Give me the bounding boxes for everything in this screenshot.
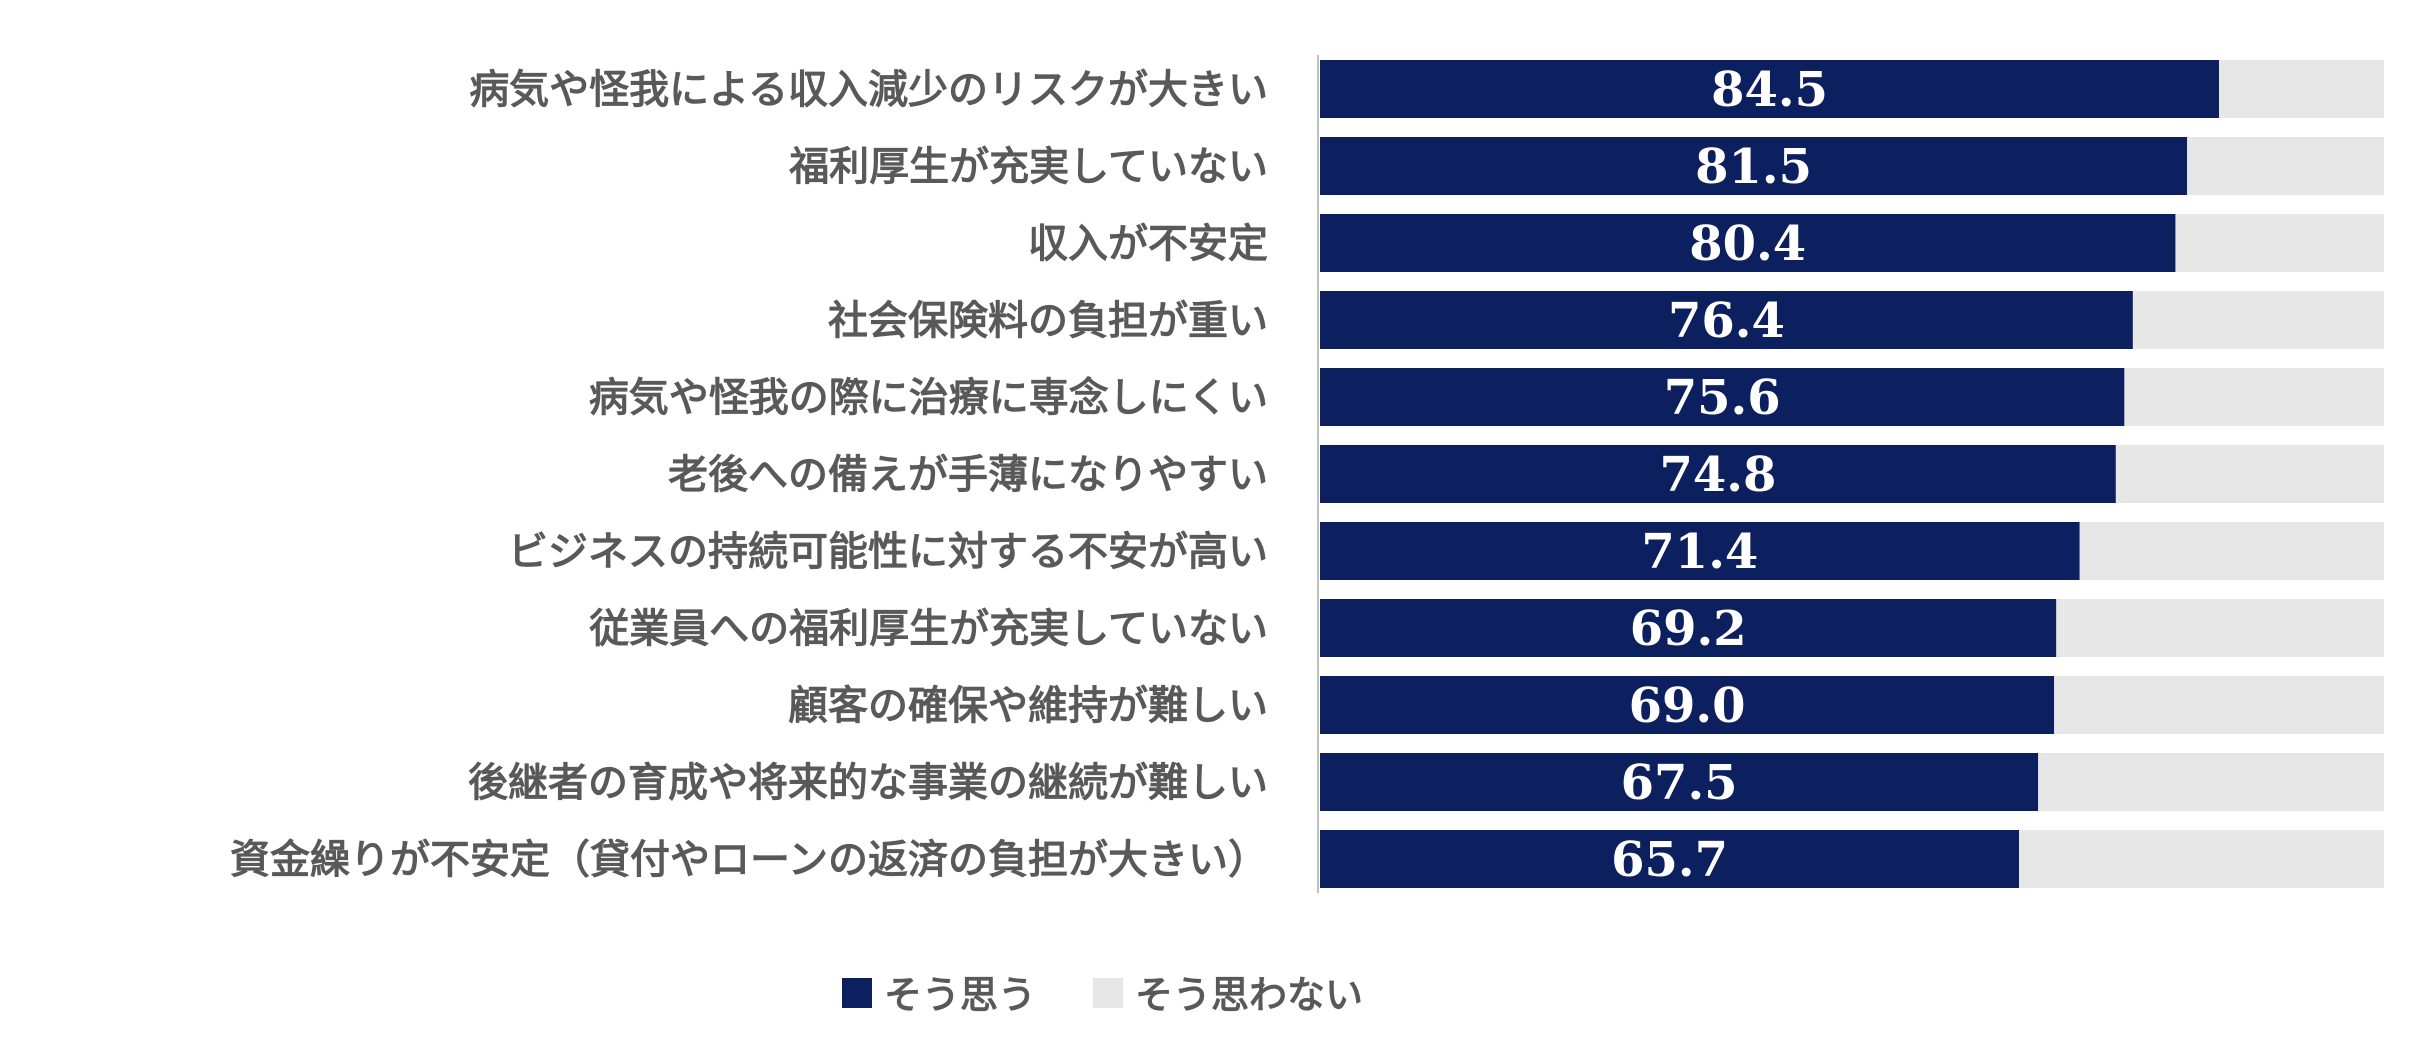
bars-group [1320, 60, 2384, 888]
bar-disagree-7 [2079, 522, 2384, 580]
legend-label-series-2: そう思わない [1135, 973, 1363, 1017]
bar-disagree-9 [2054, 676, 2384, 734]
bar-disagree-1 [2219, 60, 2384, 118]
value-labels-group: 84.5 81.5 80.4 76.4 75.6 74.8 71.4 69.2 69.0 67.5… [1611, 62, 1828, 888]
value-label-1: 84.5 [1711, 62, 1828, 118]
category-label-4: 社会保険料の負担が重い [828, 298, 1268, 344]
bar-agree-1 [1320, 60, 2220, 118]
category-label-3: 収入が不安定 [1028, 221, 1268, 267]
value-label-4: 76.4 [1668, 293, 1785, 349]
bar-agree-10 [1320, 753, 2039, 811]
value-label-7: 71.4 [1641, 524, 1758, 580]
value-label-3: 80.4 [1689, 216, 1806, 272]
bar-agree-8 [1320, 599, 2057, 657]
bar-agree-4 [1320, 291, 2133, 349]
category-label-2: 福利厚生が充実していない [788, 144, 1268, 190]
category-label-5: 病気や怪我の際に治療に専念しにくい [589, 375, 1268, 421]
value-label-5: 75.6 [1664, 370, 1781, 426]
bar-disagree-5 [2124, 368, 2384, 426]
value-label-2: 81.5 [1695, 139, 1812, 195]
value-label-6: 74.8 [1659, 447, 1776, 503]
category-label-11: 資金繰りが不安定（貸付やローンの返済の負担が大きい） [230, 837, 1268, 883]
bar-disagree-10 [2038, 753, 2384, 811]
legend-swatch-series-2 [1093, 978, 1123, 1008]
bar-agree-6 [1320, 445, 2116, 503]
category-label-6: 老後への備えが手薄になりやすい [668, 452, 1268, 498]
value-label-8: 69.2 [1630, 601, 1747, 657]
bar-disagree-6 [2115, 445, 2384, 503]
value-label-9: 69.0 [1629, 678, 1746, 734]
bar-agree-3 [1320, 214, 2176, 272]
category-label-9: 顧客の確保や維持が難しい [788, 683, 1268, 729]
bar-agree-11 [1320, 830, 2020, 888]
bar-disagree-4 [2132, 291, 2384, 349]
bar-agree-7 [1320, 522, 2080, 580]
legend-swatch-series-1 [842, 978, 872, 1008]
legend: そう思う そう思わない [842, 973, 1363, 1017]
category-label-7: ビジネスの持続可能性に対する不安が高い [508, 529, 1268, 575]
bar-disagree-11 [2019, 830, 2384, 888]
bar-disagree-2 [2187, 137, 2384, 195]
category-label-8: 従業員への福利厚生が充実していない [588, 606, 1268, 652]
category-label-10: 後継者の育成や将来的な事業の継続が難しい [468, 760, 1268, 806]
value-label-11: 65.7 [1611, 832, 1728, 888]
category-labels-group: 病気や怪我による収入減少のリスクが大きい福利厚生が充実していない収入が不安定社会… [230, 67, 1268, 883]
bar-disagree-8 [2056, 599, 2384, 657]
bar-agree-2 [1320, 137, 2188, 195]
value-label-10: 67.5 [1621, 755, 1738, 811]
bar-disagree-3 [2175, 214, 2384, 272]
category-label-1: 病気や怪我による収入減少のリスクが大きい [469, 67, 1268, 113]
bar-agree-5 [1320, 368, 2125, 426]
legend-label-series-1: そう思う [884, 973, 1036, 1017]
bar-agree-9 [1320, 676, 2055, 734]
